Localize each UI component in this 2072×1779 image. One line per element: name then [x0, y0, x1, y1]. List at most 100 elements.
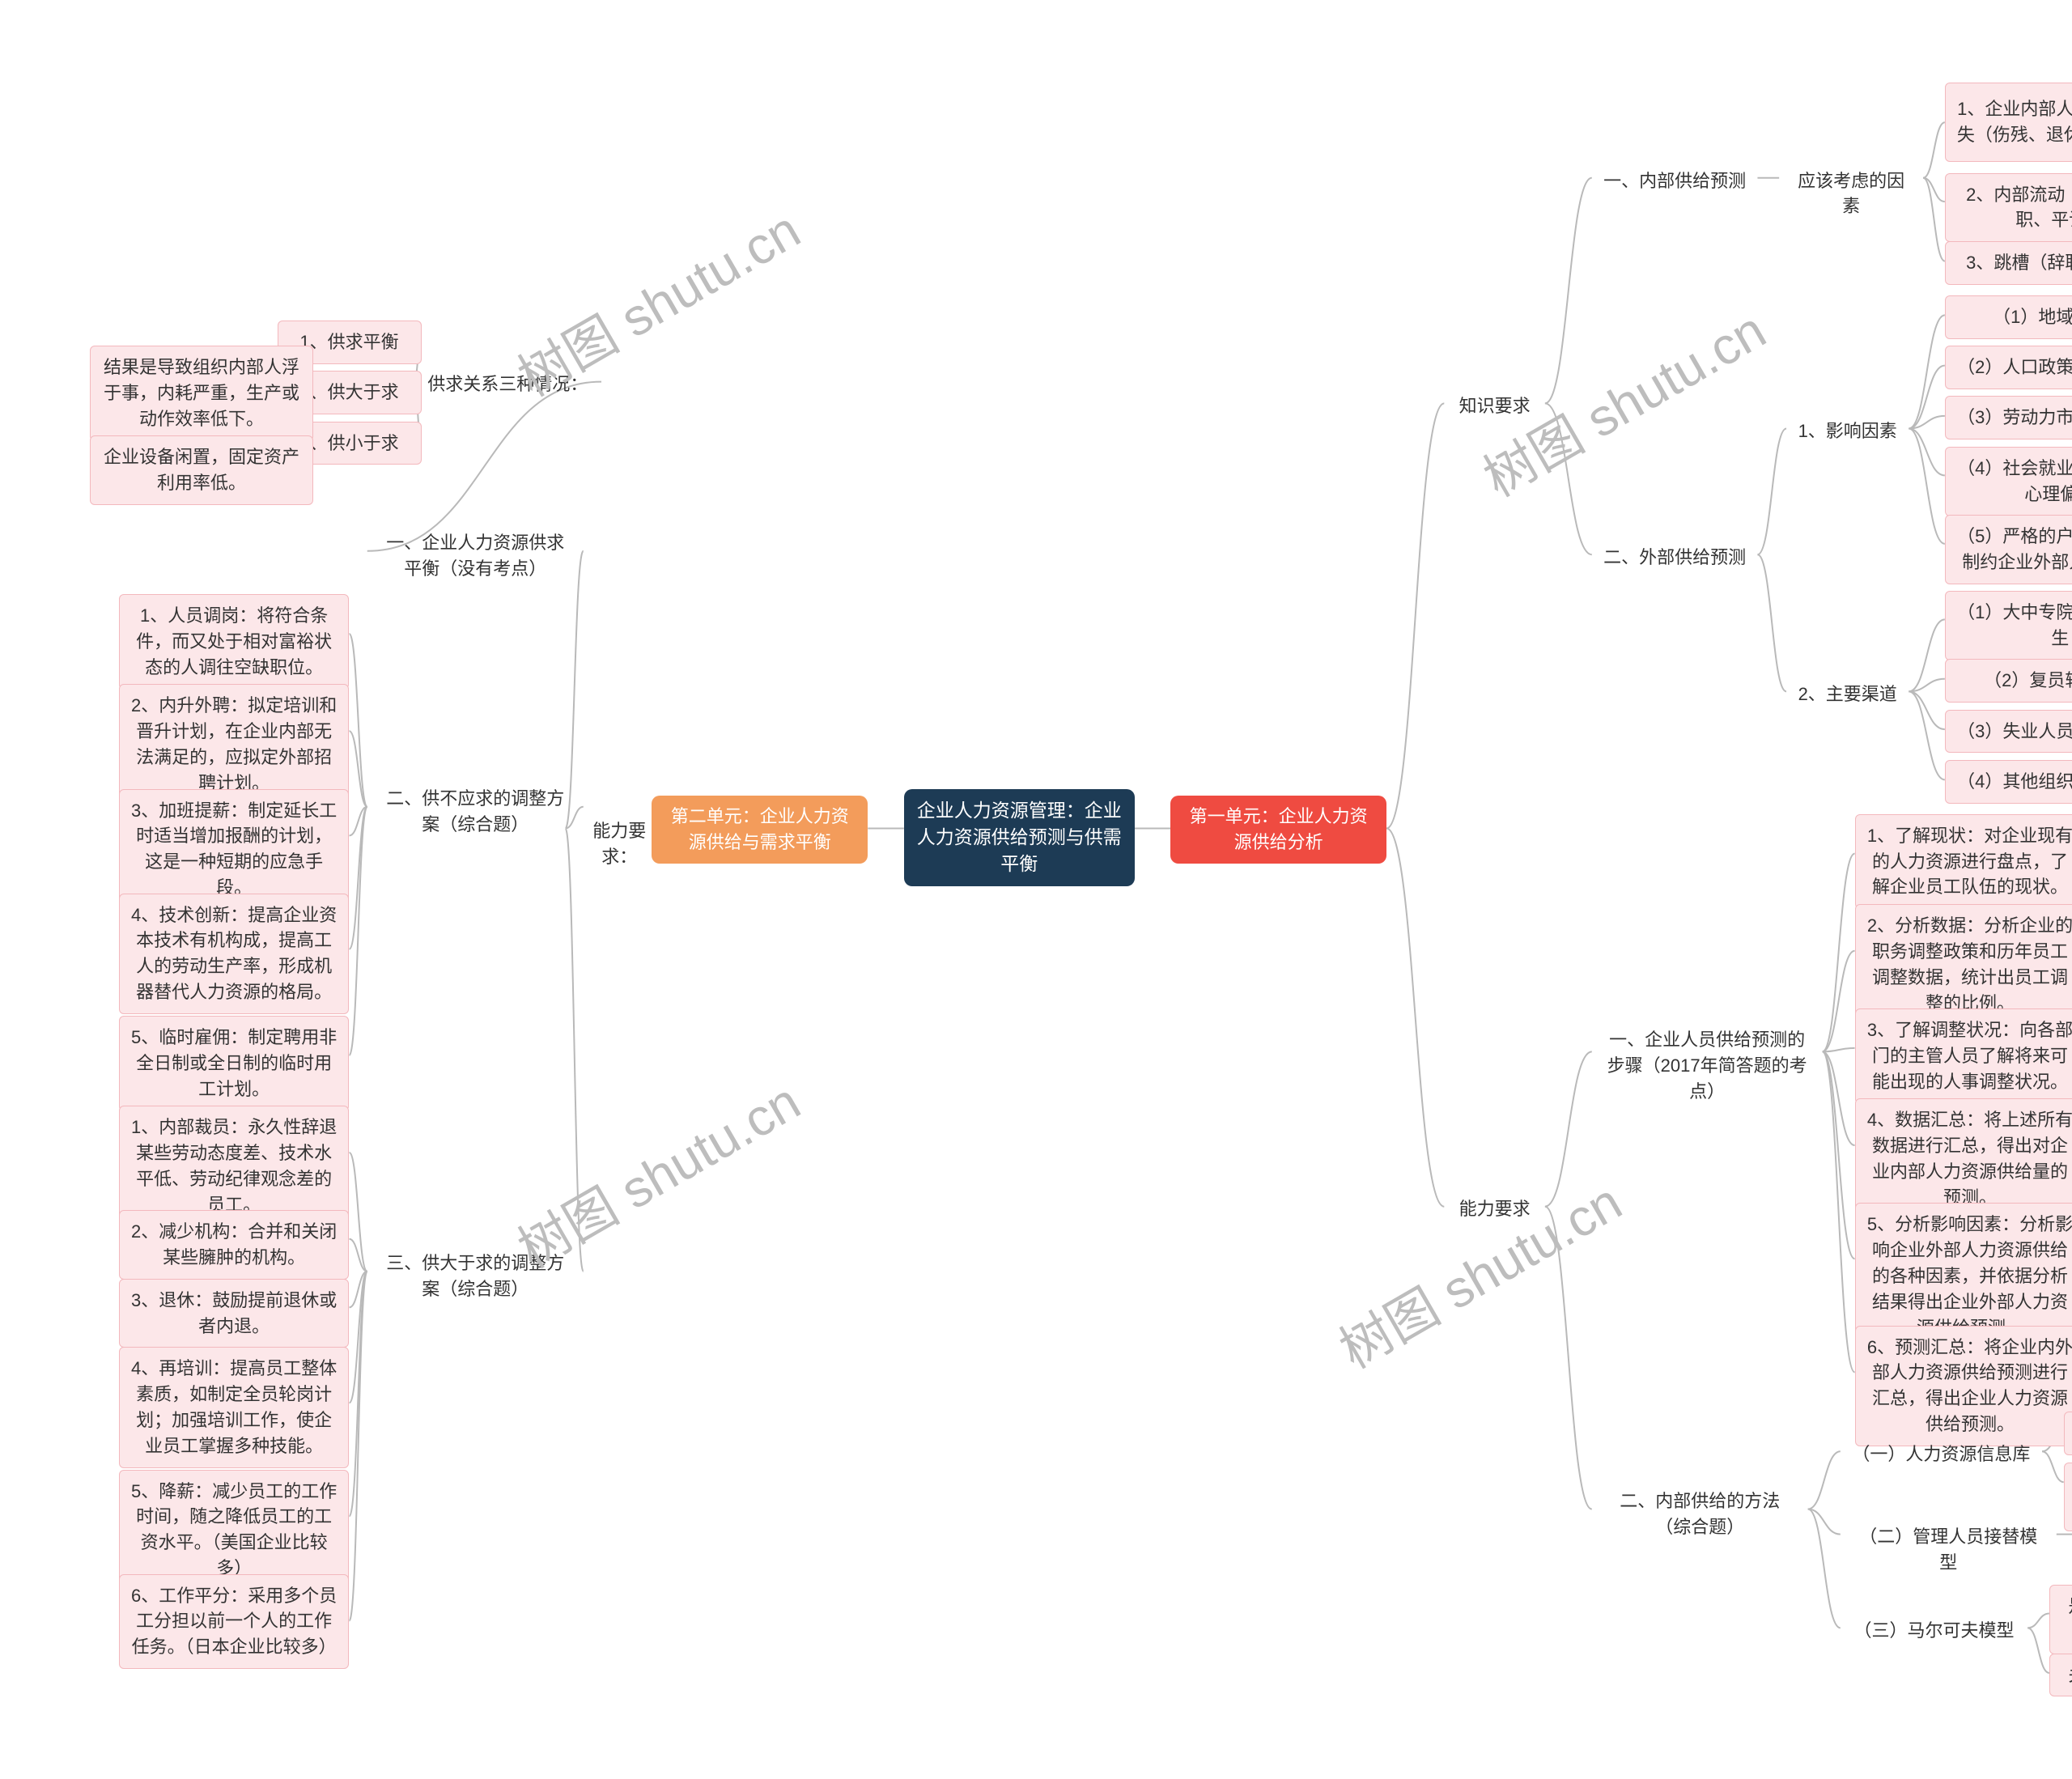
node-label: 3、加班提薪：制定延长工时适当增加报酬的计划，这是一种短期的应急手段。	[131, 798, 338, 902]
edge	[1923, 178, 1945, 202]
edge	[1909, 691, 1945, 729]
node-label: 一、企业人员供给预测的步骤（2017年简答题的考点）	[1603, 1027, 1811, 1105]
node-label: 是分析组织人员流动的典型矩阵模型。	[2061, 1594, 2072, 1645]
node-nb_f2: 2、内部流动（晋升、降职、平调）	[1945, 173, 2072, 243]
edge	[350, 1272, 367, 1517]
node-sd_3d: 企业设备闲置，固定资产利用率低。	[90, 435, 313, 505]
edge	[566, 828, 584, 1271]
edge	[1808, 1451, 1841, 1509]
edge	[350, 731, 367, 806]
node-label: （3）失业人员、流动人员	[1957, 719, 2072, 745]
edge	[1909, 679, 1945, 692]
node-wb_qd4: （4）其他组织的在职人员	[1945, 760, 2072, 804]
node-ab_m3b: 关键是确定转移概率。	[2049, 1654, 2072, 1697]
node-label: 2、主要渠道	[1798, 681, 1897, 707]
node-label: 3、供小于求	[299, 431, 398, 456]
node-sc_2: 2、减少机构：合并和关闭某些臃肿的机构。	[119, 1210, 350, 1280]
node-u2_b: 二、供不应求的调整方案（综合题）	[367, 778, 584, 846]
node-label: （3）劳动力市场发育程度	[1957, 405, 2072, 431]
node-label: 1、供求平衡	[299, 329, 398, 355]
edge	[1386, 403, 1444, 828]
node-sb_3: 3、加班提薪：制定延长工时适当增加报酬的计划，这是一种短期的应急手段。	[119, 789, 350, 911]
node-sb_2: 2、内升外聘：拟定培训和晋升计划，在企业内部无法满足的，应拟定外部招聘计划。	[119, 684, 350, 805]
node-ab_m1b: 2、管理才能清单	[2064, 1463, 2072, 1532]
edge	[1823, 1051, 1855, 1145]
node-label: 2、分析数据：分析企业的职务调整政策和历年员工调整数据，统计出员工调整的比例。	[1867, 913, 2072, 1017]
edge	[350, 1153, 367, 1272]
edge	[1823, 951, 1855, 1052]
node-u1_zhishi: 知识要求	[1444, 385, 1545, 427]
node-label: 2、内升外聘：拟定培训和晋升计划，在企业内部无法满足的，应拟定外部招聘计划。	[131, 693, 338, 796]
node-label: 3、跳槽（辞职、解聘）	[1966, 250, 2072, 276]
node-ab_m1a: 1、技能清单	[2064, 1412, 2072, 1455]
edge	[1545, 1051, 1592, 1206]
node-ab_m2: （二）管理人员接替模型	[1841, 1516, 2057, 1584]
edge	[2042, 1451, 2064, 1482]
node-u2_c: 三、供大于求的调整方案（综合题）	[367, 1242, 584, 1310]
node-nb_f3: 3、跳槽（辞职、解聘）	[1945, 241, 2072, 285]
node-unit1: 第一单元：企业人力资源供给分析	[1170, 796, 1386, 864]
node-label: 2、内部流动（晋升、降职、平调）	[1957, 182, 2072, 234]
node-sb_5: 5、临时雇佣：制定聘用非全日制或全日制的临时用工计划。	[119, 1016, 350, 1111]
node-label: 二、供不应求的调整方案（综合题）	[379, 786, 572, 838]
node-label: 企业设备闲置，固定资产利用率低。	[102, 444, 301, 496]
edge	[1923, 122, 1945, 178]
edge	[2027, 1628, 2049, 1673]
node-ab_s4: 4、数据汇总：将上述所有数据进行汇总，得出对企业内部人力资源供给量的预测。	[1855, 1098, 2072, 1220]
node-sb_4: 4、技术创新：提高企业资本技术有机构成，提高工人的劳动生产率，形成机器替代人力资…	[119, 894, 350, 1015]
mindmap-canvas: 企业人力资源管理：企业人力资源供给预测与供需平衡第一单元：企业人力资源供给分析 第…	[0, 0, 2072, 1779]
node-label: （一）人力资源信息库	[1852, 1441, 2030, 1467]
node-sc_1: 1、内部裁员：永久性辞退某些劳动态度差、技术水平低、劳动纪律观念差的员工。	[119, 1106, 350, 1227]
node-wb_yx3: （3）劳动力市场发育程度	[1945, 396, 2072, 439]
node-label: （2）人口政策及人口现状	[1957, 355, 2072, 380]
node-wb_supply: 二、外部供给预测	[1592, 537, 1758, 579]
node-label: 一、企业人力资源供求平衡（没有考点）	[379, 530, 572, 582]
node-ab_s1: 1、了解现状：对企业现有的人力资源进行盘点，了解企业员工队伍的现状。	[1855, 814, 2072, 910]
edge	[350, 1272, 367, 1621]
node-wb_qd1: （1）大中专院校应届毕业生	[1945, 591, 2072, 660]
node-label: 三、供大于求的调整方案（综合题）	[379, 1250, 572, 1302]
edge	[2027, 1614, 2049, 1628]
node-ab_methods: 二、内部供给的方法（综合题）	[1592, 1480, 1808, 1548]
edge	[1808, 1509, 1841, 1628]
node-label: 应该考虑的因素	[1790, 168, 1912, 220]
node-unit2: 第二单元：企业人力资源供给与需求平衡	[652, 796, 868, 864]
node-label: 1、人员调岗：将符合条件，而又处于相对富裕状态的人调往空缺职位。	[131, 603, 338, 681]
node-label: 3、退休：鼓励提前退休或者内退。	[131, 1288, 338, 1340]
node-label: 第二单元：企业人力资源供给与需求平衡	[663, 804, 856, 856]
node-ab_m3a: 是分析组织人员流动的典型矩阵模型。	[2049, 1585, 2072, 1654]
edge	[1923, 178, 1945, 261]
node-label: 5、临时雇佣：制定聘用非全日制或全日制的临时用工计划。	[131, 1025, 338, 1102]
edge	[1909, 366, 1945, 429]
node-label: （1）地域性因素	[1993, 304, 2072, 330]
node-ab_m1: （一）人力资源信息库	[1841, 1433, 2042, 1475]
node-sd_rel: 供求关系三种情况：	[414, 363, 601, 405]
node-ab_s3: 3、了解调整状况：向各部门的主管人员了解将来可能出现的人事调整状况。	[1855, 1008, 2072, 1104]
edge	[1545, 1207, 1592, 1509]
node-label: （4）其他组织的在职人员	[1957, 769, 2072, 795]
node-label: 能力要求：	[577, 818, 663, 870]
node-label: 4、技术创新：提高企业资本技术有机构成，提高工人的劳动生产率，形成机器替代人力资…	[131, 902, 338, 1006]
edge	[1545, 403, 1592, 554]
edge	[1386, 828, 1444, 1206]
node-wb_yx4: （4）社会就业意识和择业心理偏好	[1945, 447, 2072, 516]
edge	[1545, 178, 1592, 404]
edge	[350, 1272, 367, 1403]
node-wb_yx5: （5）严格的户籍制度也是制约企业外部人员的供给	[1945, 515, 2072, 584]
edge	[1808, 1509, 1841, 1535]
node-sc_6: 6、工作平分：采用多个员工分担以前一个人的工作任务。（日本企业比较多）	[119, 1574, 350, 1670]
node-label: 1、企业内部人员的自然流失（伤残、退休、死亡等）	[1957, 96, 2072, 148]
edge	[350, 1272, 367, 1308]
edge	[350, 807, 367, 949]
node-root: 企业人力资源管理：企业人力资源供给预测与供需平衡	[904, 789, 1135, 886]
edge	[350, 1239, 367, 1272]
edge	[1909, 691, 1945, 779]
node-ab_s6: 6、预测汇总：将企业内外部人力资源供给预测进行汇总，得出企业人力资源供给预测。	[1855, 1326, 2072, 1447]
node-u2_a: 一、企业人力资源供求平衡（没有考点）	[367, 522, 584, 590]
node-label: 1、了解现状：对企业现有的人力资源进行盘点，了解企业员工队伍的现状。	[1867, 823, 2072, 901]
node-label: （二）管理人员接替模型	[1852, 1524, 2045, 1576]
node-label: 第一单元：企业人力资源供给分析	[1182, 804, 1375, 856]
node-label: （1）大中专院校应届毕业生	[1957, 600, 2072, 652]
node-ab_m3: （三）马尔可夫模型	[1841, 1610, 2027, 1652]
node-label: 二、外部供给预测	[1603, 545, 1746, 571]
